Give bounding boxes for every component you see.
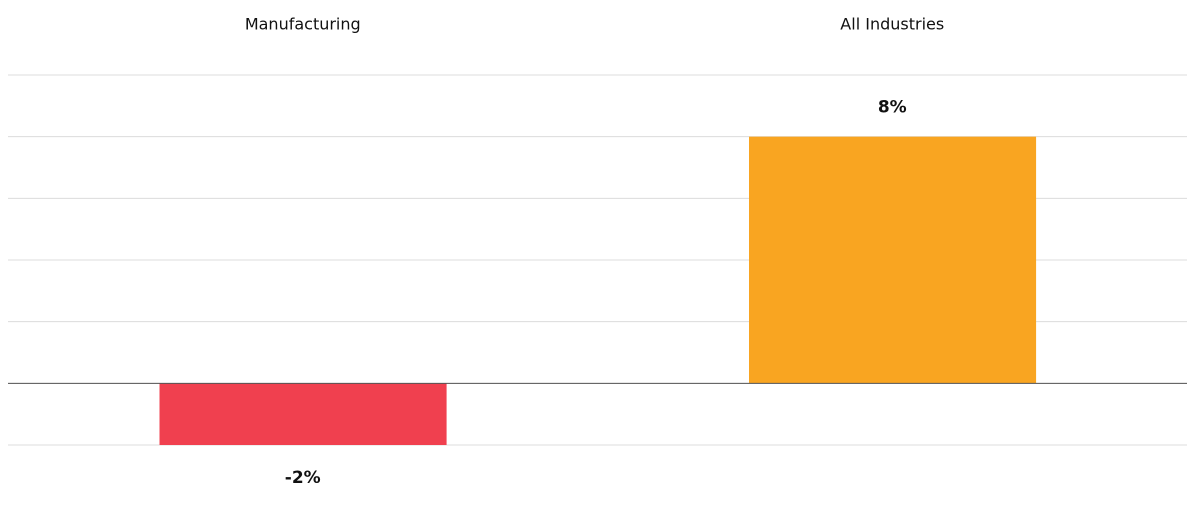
value-label: 8% <box>878 98 907 118</box>
bar <box>749 136 1037 384</box>
value-label: -2% <box>285 468 321 488</box>
category-label: Manufacturing <box>245 15 361 34</box>
category-label: All Industries <box>840 15 944 34</box>
bar <box>159 383 447 445</box>
